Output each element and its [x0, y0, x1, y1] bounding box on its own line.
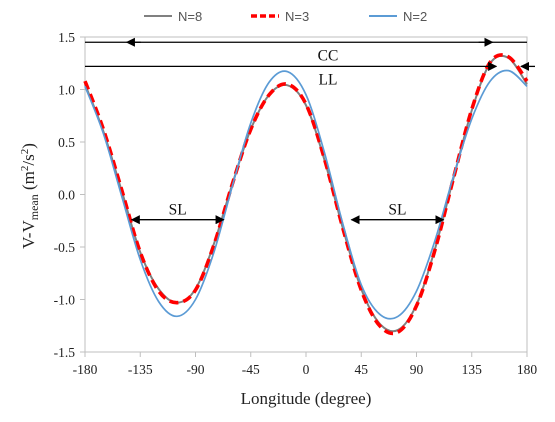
- annotations: CC LL SL SL: [85, 37, 535, 225]
- x-tick-label: 180: [517, 362, 538, 377]
- x-tick-label: 0: [303, 362, 310, 377]
- y-axis-title: V-Vmean (m2/s2): [19, 143, 41, 249]
- y-axis-title-sub: mean: [27, 194, 41, 220]
- y-axis-title-unit2: /s: [19, 154, 38, 165]
- y-tick-label: 0.5: [58, 135, 75, 150]
- x-tick-label: -180: [73, 362, 98, 377]
- x-axis-title: Longitude (degree): [241, 389, 372, 408]
- y-axis-title-unit: (m: [19, 171, 38, 194]
- y-tick-label: 0.0: [58, 188, 75, 203]
- x-tick-label: -135: [128, 362, 153, 377]
- x-tick-label: -45: [242, 362, 260, 377]
- series-line-N-8: [84, 54, 528, 333]
- legend-label-N-3: N=3: [285, 9, 309, 24]
- plot-border: [84, 36, 528, 353]
- y-tick-label: 1.0: [58, 83, 75, 98]
- series-line-N-2: [84, 69, 528, 320]
- annotation-label-sl-2: SL: [169, 202, 187, 219]
- y-axis-title-main: V-V: [19, 220, 38, 249]
- plot-area: [84, 36, 528, 353]
- x-tick-label: -90: [187, 362, 205, 377]
- annotation-label-sl-3: SL: [388, 202, 406, 219]
- series-lines: [83, 53, 529, 336]
- y-tick-label: -1.0: [54, 293, 76, 308]
- annotation-label-ll: LL: [319, 71, 338, 88]
- y-axis-title-close: ): [19, 143, 38, 149]
- y-tick-label: -1.5: [54, 345, 76, 360]
- y-tick-label: 1.5: [58, 30, 75, 45]
- x-tick-label: 45: [355, 362, 369, 377]
- axes: -180 -135 -90 -45 0 45 90 135 180 -1.5 -1.0 -0.5 0.0…: [54, 30, 538, 377]
- y-tick-label: -0.5: [54, 240, 76, 255]
- y-axis-title-sup: 2: [19, 166, 31, 172]
- y-axis-title-sup2: 2: [19, 149, 31, 155]
- legend-label-N-2: N=2: [403, 9, 427, 24]
- legend-label-N-8: N=8: [178, 9, 202, 24]
- annotation-label-cc: CC: [318, 47, 339, 64]
- x-tick-label: 90: [410, 362, 424, 377]
- x-tick-label: 135: [462, 362, 483, 377]
- legend: N=8 N=3 N=2: [144, 9, 427, 24]
